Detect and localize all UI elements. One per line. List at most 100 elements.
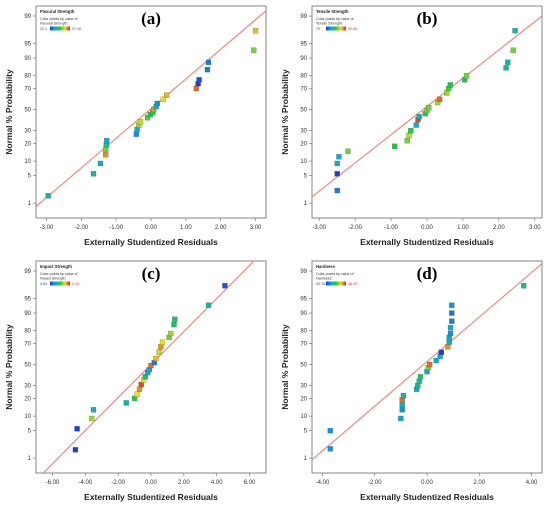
x-tick-label: -1.00: [109, 225, 123, 231]
y-tick-label: 20: [300, 141, 307, 147]
reference-line: [36, 10, 266, 207]
y-tick-label: 95: [300, 41, 307, 47]
normal-probability-plot-b: 1 5 10 20 30 50 70 80 90 95 99 -3.00 -2.00 -1.00 0.00 1…: [280, 5, 543, 247]
x-tick-label: 2.00: [473, 480, 485, 486]
y-tick-label: 50: [300, 363, 307, 369]
data-point: [426, 361, 433, 368]
data-point: [399, 407, 405, 413]
data-point: [392, 143, 398, 149]
data-point: [160, 96, 166, 103]
legend-min-value: 0.84: [40, 282, 47, 286]
legend-min-value: 22.1: [40, 27, 47, 31]
data-point: [404, 137, 410, 144]
legend-min-value: 20.78: [316, 282, 325, 286]
data-point: [172, 316, 178, 322]
x-tick-label: 0.00: [421, 225, 433, 231]
data-point: [103, 152, 109, 158]
data-point: [415, 383, 421, 389]
legend-caption: Color points by value of: [316, 272, 354, 276]
plot-title: Flexural Strength: [40, 9, 75, 14]
panel-label: (c): [142, 264, 161, 283]
legend-color-bar: [326, 26, 346, 31]
legend-max-value: 2.14: [72, 282, 79, 286]
normal-probability-plot-d: 1 5 10 20 30 50 70 80 90 95 99 -4.00 -2.00 0.00 2.00 4.…: [280, 260, 543, 502]
x-tick-label: 2.00: [178, 480, 190, 486]
data-point: [408, 128, 414, 134]
legend-color-bar: [50, 26, 70, 31]
data-point: [436, 96, 443, 103]
data-point: [445, 344, 451, 350]
data-point: [416, 114, 422, 120]
y-tick-label: 30: [300, 384, 307, 390]
x-tick-label: -2.00: [111, 480, 125, 486]
x-tick-label: -2.00: [368, 480, 382, 486]
data-point: [168, 330, 174, 337]
legend-min-value: 79: [316, 27, 320, 31]
data-point: [252, 28, 259, 34]
x-tick-label: 6.00: [244, 480, 256, 486]
data-point: [334, 187, 340, 194]
x-tick-label: 0.00: [421, 480, 433, 486]
data-point: [505, 59, 511, 65]
data-point: [503, 65, 509, 71]
y-tick-label: 50: [24, 108, 31, 114]
data-point: [447, 330, 454, 337]
normal-probability-plot-c: 1 5 10 20 30 50 70 80 90 95 99 -6.00 -4.00 -2.00 0.00 2…: [4, 260, 267, 502]
data-point: [193, 85, 199, 92]
data-point: [327, 446, 333, 452]
data-point: [154, 100, 160, 107]
data-point: [158, 344, 164, 350]
y-tick-label: 99: [24, 14, 31, 20]
data-point: [89, 415, 95, 422]
x-tick-label: 2.00: [493, 225, 505, 231]
legend-variable: Flexural Strength:: [40, 22, 68, 26]
data-point: [148, 362, 154, 369]
legend-max-value: 97.46: [72, 27, 81, 31]
y-tick-label: 20: [24, 141, 31, 147]
data-point: [90, 407, 97, 413]
y-tick-label: 20: [24, 396, 31, 402]
data-point: [137, 119, 144, 125]
reference-line: [312, 263, 542, 461]
panel-b: 1 5 10 20 30 50 70 80 90 95 99 -3.00 -2.00 -1.00 0.00 1…: [276, 0, 548, 250]
data-point: [90, 171, 97, 177]
data-point: [144, 115, 151, 121]
x-tick-label: -6.00: [46, 480, 60, 486]
panel-a: 1 5 10 20 30 50 70 80 90 95 99 -3.00 -2.00 -1.00 0.00 1…: [0, 0, 272, 250]
y-tick-label: 5: [28, 174, 32, 180]
y-tick-label: 95: [24, 296, 31, 302]
data-point: [417, 374, 424, 380]
normal-probability-plot-a: 1 5 10 20 30 50 70 80 90 95 99 -3.00 -2.00 -1.00 0.00 1…: [4, 5, 267, 247]
x-tick-label: 1.00: [180, 225, 192, 231]
y-tick-label: 70: [300, 341, 307, 347]
panel-d: 1 5 10 20 30 50 70 80 90 95 99 -4.00 -2.00 0.00 2.00 4.…: [276, 255, 548, 505]
y-tick-label: 5: [28, 429, 32, 435]
y-tick-label: 10: [300, 414, 307, 420]
y-tick-label: 30: [24, 384, 31, 390]
x-axis-title: Externally Studentized Residuals: [84, 237, 218, 247]
data-point: [97, 160, 104, 167]
y-tick-label: 80: [24, 329, 31, 335]
data-point: [334, 171, 340, 177]
y-axis-title: Normal % Probability: [4, 69, 14, 155]
y-tick-label: 70: [24, 341, 31, 347]
panel-label: (a): [141, 9, 161, 28]
data-point: [512, 28, 518, 34]
y-tick-label: 5: [304, 174, 308, 180]
x-tick-label: -3.00: [312, 225, 326, 231]
y-tick-label: 1: [304, 201, 308, 207]
x-axis-title: Externally Studentized Residuals: [84, 492, 218, 502]
data-point: [204, 66, 211, 73]
legend-max-value: 90.65: [348, 27, 357, 31]
data-point: [336, 154, 342, 160]
data-point: [406, 132, 412, 139]
data-point: [134, 126, 140, 133]
data-point: [123, 400, 129, 406]
y-tick-label: 80: [300, 329, 307, 335]
data-point: [433, 357, 439, 364]
legend-caption: Color points by value of: [40, 272, 78, 276]
y-axis-title: Normal % Probability: [280, 69, 290, 155]
y-tick-label: 30: [24, 129, 31, 135]
legend-variable: Impact Strength:: [40, 277, 66, 281]
x-tick-label: -2.00: [348, 225, 362, 231]
